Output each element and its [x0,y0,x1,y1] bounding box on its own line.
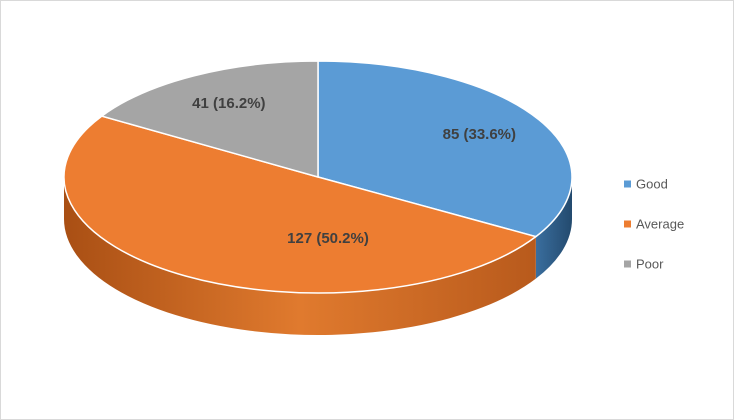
legend: Good Average Poor [624,176,684,271]
pie-side-good [535,177,572,279]
data-label-good: 85 (33.6%) [443,126,516,143]
legend-label-good: Good [636,176,668,191]
legend-label-average: Average [636,216,684,231]
pie-sides [64,177,572,335]
pie-slice-good [317,60,573,238]
legend-swatch-average [624,220,631,228]
legend-swatch-good [624,180,631,188]
pie-data-labels: 85 (33.6%) 127 (50.2%) 41 (16.2%) [192,95,516,247]
pie-side-average [64,177,536,335]
pie-tops [63,60,573,294]
pie-slice-average [63,115,538,294]
data-label-poor: 41 (16.2%) [192,95,265,112]
pie-slice-poor [100,60,319,178]
legend-label-poor: Poor [636,256,664,271]
data-label-average: 127 (50.2%) [287,230,369,247]
legend-swatch-poor [624,260,631,268]
